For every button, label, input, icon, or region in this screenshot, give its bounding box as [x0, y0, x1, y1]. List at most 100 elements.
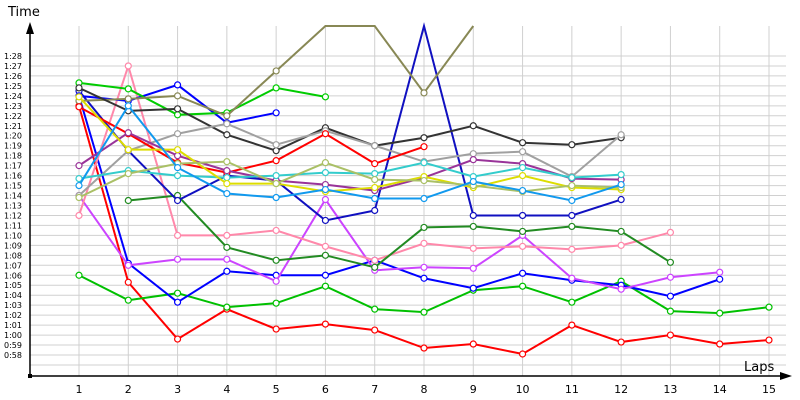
- data-point-marker: [223, 189, 231, 198]
- data-point-marker: [371, 206, 379, 215]
- y-tick-label: 1:18: [4, 152, 22, 161]
- data-point-marker: [124, 278, 132, 286]
- data-point-marker: [371, 175, 379, 184]
- data-point-marker: [272, 141, 280, 149]
- data-point-marker: [124, 170, 132, 178]
- y-axis-title: Time: [7, 5, 40, 20]
- data-point-marker: [518, 172, 527, 180]
- data-point-marker: [666, 273, 675, 281]
- data-point-marker: [124, 62, 132, 70]
- y-tick-label: 1:02: [4, 311, 22, 320]
- grid-lines: [30, 55, 786, 366]
- data-point-marker: [272, 256, 280, 264]
- data-point-marker: [518, 242, 527, 250]
- data-point-marker: [75, 181, 83, 190]
- series-skyblue: [75, 102, 625, 205]
- data-point-marker: [321, 195, 330, 204]
- data-point-marker: [420, 194, 428, 203]
- data-point-marker: [371, 194, 379, 203]
- y-tick-label: 1:26: [4, 72, 22, 81]
- data-point-marker: [272, 109, 280, 117]
- data-point-marker: [469, 264, 477, 272]
- data-point-marker: [716, 340, 724, 348]
- data-point-marker: [75, 162, 83, 170]
- series-darkgreen: [124, 191, 675, 271]
- y-tick-label: 1:00: [4, 331, 22, 340]
- series-line: [78, 22, 622, 222]
- data-point-marker: [568, 196, 576, 205]
- data-point-marker: [272, 179, 280, 188]
- data-point-marker: [617, 131, 625, 139]
- y-tick-label: 1:23: [4, 102, 22, 111]
- data-point-marker: [518, 282, 527, 290]
- data-point-marker: [75, 93, 83, 101]
- data-point-marker: [124, 296, 132, 304]
- data-point-marker: [124, 146, 132, 154]
- series-line: [128, 194, 671, 269]
- data-point-marker: [321, 185, 330, 194]
- data-point-marker: [371, 263, 379, 271]
- data-point-marker: [75, 174, 83, 183]
- data-point-marker: [469, 340, 477, 348]
- data-point-marker: [420, 134, 428, 142]
- data-point-marker: [173, 81, 182, 89]
- series-line: [78, 81, 326, 116]
- data-point-marker: [173, 111, 182, 119]
- data-point-marker: [173, 146, 182, 154]
- x-tick-label: 2: [125, 383, 132, 396]
- y-tick-label: 1:21: [4, 122, 22, 131]
- data-point-marker: [223, 267, 231, 275]
- y-tick-label: 1:03: [4, 301, 22, 310]
- data-point-marker: [420, 89, 428, 97]
- data-point-marker: [568, 141, 576, 149]
- y-tick-label: 1:05: [4, 281, 22, 290]
- x-axis-arrow-icon: [780, 372, 792, 380]
- data-point-marker: [223, 255, 231, 263]
- data-point-marker: [272, 193, 280, 202]
- data-point-marker: [420, 176, 428, 185]
- data-point-marker: [272, 157, 280, 165]
- data-point-marker: [173, 130, 182, 138]
- data-point-marker: [75, 193, 83, 202]
- series-olive: [75, 25, 475, 120]
- data-point-marker: [272, 84, 280, 92]
- data-point-marker: [617, 241, 625, 249]
- series-pink-low: [75, 62, 675, 264]
- data-point-marker: [518, 269, 527, 277]
- data-point-marker: [321, 251, 330, 259]
- data-point-marker: [272, 226, 280, 235]
- x-tick-label: 11: [565, 383, 579, 396]
- data-point-marker: [617, 227, 625, 236]
- data-point-marker: [568, 173, 576, 182]
- data-point-marker: [124, 95, 132, 103]
- y-tick-label: 1:28: [4, 52, 22, 61]
- series-black: [75, 84, 625, 155]
- data-point-marker: [716, 275, 724, 283]
- data-point-marker: [173, 196, 182, 205]
- y-tick-label: 1:14: [4, 192, 22, 201]
- y-tick-label: 1:07: [4, 261, 22, 270]
- data-point-marker: [568, 211, 576, 220]
- y-axis-arrow-icon: [26, 22, 34, 34]
- x-tick-label: 7: [371, 383, 378, 396]
- data-point-marker: [272, 147, 280, 155]
- data-point-marker: [371, 305, 379, 313]
- series-yellowgreen: [75, 158, 625, 202]
- series-line: [78, 96, 622, 193]
- data-point-marker: [420, 274, 428, 282]
- data-point-marker: [173, 335, 182, 343]
- y-tick-label: 1:11: [4, 221, 22, 230]
- series-line: [78, 131, 622, 192]
- data-point-marker: [469, 244, 477, 252]
- y-tick-label: 1:27: [4, 62, 22, 71]
- y-tick-label: 1:09: [4, 241, 22, 250]
- x-tick-label: 6: [322, 383, 329, 396]
- y-tick-label: 1:06: [4, 271, 22, 280]
- series-line: [78, 161, 622, 180]
- data-point-marker: [223, 179, 231, 188]
- series-line: [78, 104, 622, 202]
- data-point-marker: [518, 148, 527, 156]
- data-point-marker: [75, 103, 83, 111]
- y-tick-label: 1:04: [4, 291, 22, 300]
